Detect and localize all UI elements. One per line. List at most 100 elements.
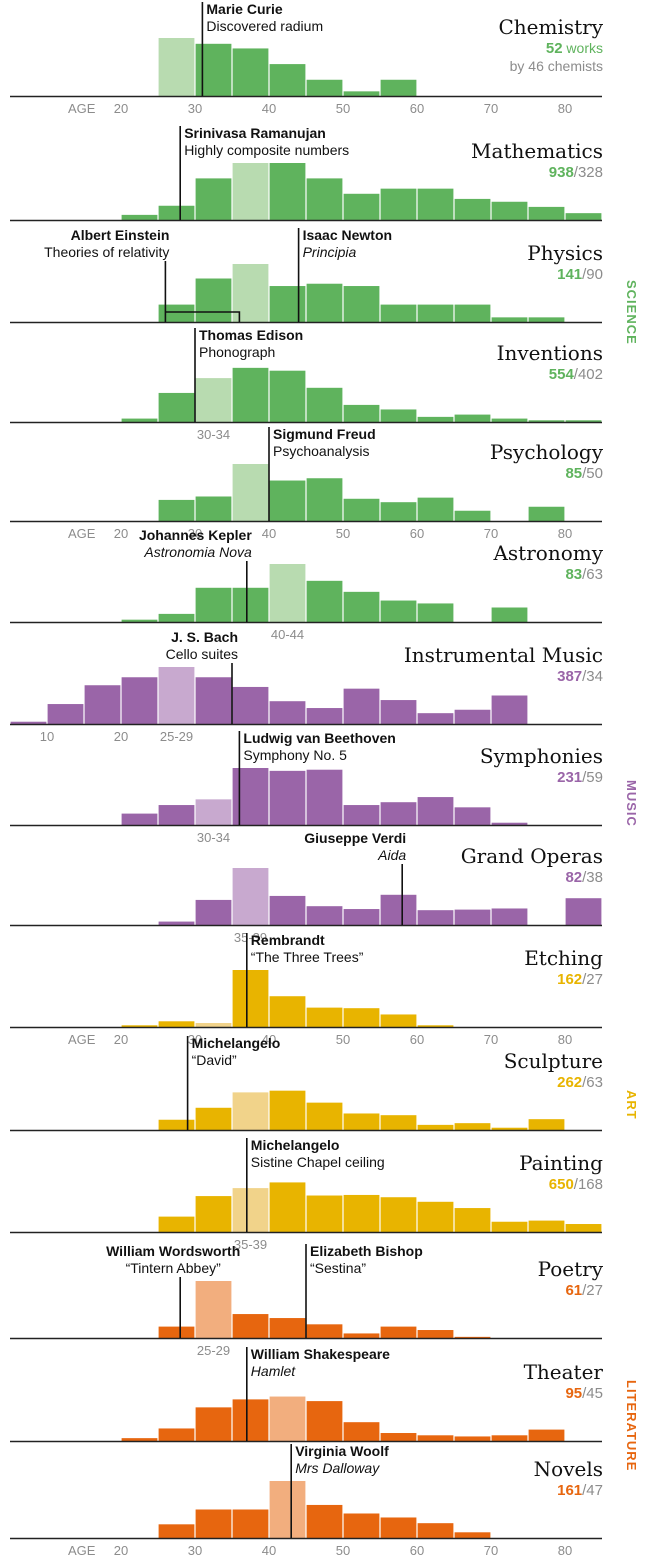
field-title-grand-operas: Grand Operas (461, 844, 603, 868)
tick-label-chemistry-30: 30 (188, 101, 202, 116)
panel-psychology: AGE 20 30 40 50 60 70 80 Sigmund FreudPsychoanal… (10, 426, 604, 541)
bar-novels-35 (232, 1509, 269, 1538)
tick-label-psychology-50: 50 (336, 526, 350, 541)
annotation-name-elizabeth-bishop: Elizabeth Bishop (310, 1243, 423, 1259)
range-label-astronomy: 40-44 (271, 627, 304, 642)
bar-painting-65 (454, 1208, 491, 1232)
bar-instrumental-music-65 (454, 709, 491, 724)
field-title-psychology: Psychology (490, 440, 604, 464)
annotation-work-srinivasa-ramanujan: Highly composite numbers (184, 142, 349, 158)
bar-inventions-30 (195, 378, 232, 422)
bar-sculpture-45 (306, 1102, 343, 1130)
bar-painting-55 (380, 1197, 417, 1232)
bar-theater-55 (380, 1433, 417, 1441)
bar-chemistry-25 (158, 38, 195, 96)
works-count-psychology: 85 (565, 465, 582, 482)
bar-poetry-30 (195, 1281, 232, 1338)
people-count-symphonies: /59 (582, 769, 603, 786)
works-count-painting: 650 (549, 1176, 574, 1193)
bar-novels-60 (417, 1523, 454, 1538)
bar-chemistry-40 (269, 64, 306, 96)
field-counts-physics: 141/90 (557, 266, 603, 283)
annotation-name-thomas-edison: Thomas Edison (199, 327, 303, 343)
bar-painting-80 (565, 1224, 602, 1232)
annotation-work-sigmund-freud: Psychoanalysis (273, 443, 370, 459)
bar-instrumental-music-50 (343, 688, 380, 724)
bar-painting-70 (491, 1221, 528, 1232)
field-title-symphonies: Symphonies (480, 744, 603, 768)
bar-theater-25 (158, 1428, 195, 1441)
bar-poetry-45 (306, 1324, 343, 1338)
annotation-name-ludwig-van-beethoven: Ludwig van Beethoven (243, 730, 395, 746)
bar-sculpture-60 (417, 1124, 454, 1130)
bar-inventions-75 (528, 420, 565, 422)
bar-mathematics-70 (491, 201, 528, 220)
bar-theater-60 (417, 1435, 454, 1441)
bar-poetry-55 (380, 1326, 417, 1338)
bar-mathematics-45 (306, 178, 343, 220)
bar-novels-25 (158, 1524, 195, 1538)
bar-painting-25 (158, 1216, 195, 1232)
tick-label-etching-50: 50 (336, 1032, 350, 1047)
people-count-chemistry: by 46 chemists (510, 58, 603, 74)
bar-poetry-50 (343, 1333, 380, 1338)
people-count-astronomy: /63 (582, 566, 603, 583)
bar-inventions-65 (454, 414, 491, 422)
bar-instrumental-music-10 (47, 704, 84, 724)
bar-astronomy-25 (158, 613, 195, 622)
bar-mathematics-20 (121, 214, 158, 220)
bar-theater-30 (195, 1407, 232, 1441)
range-label-grand-operas: 35-39 (234, 930, 267, 945)
bar-mathematics-55 (380, 188, 417, 220)
works-count-symphonies: 231 (557, 769, 582, 786)
works-count-physics: 141 (557, 266, 582, 283)
bracket-physics (165, 311, 241, 322)
bar-symphonies-60 (417, 797, 454, 825)
tick-label-etching-70: 70 (484, 1032, 498, 1047)
bar-etching-20 (121, 1025, 158, 1027)
tick-label-psychology-30: 30 (188, 526, 202, 541)
field-counts-novels: 161/47 (557, 1482, 603, 1499)
bar-psychology-65 (454, 510, 491, 521)
annotation-work-virginia-woolf: Mrs Dalloway (295, 1460, 380, 1476)
bar-sculpture-50 (343, 1113, 380, 1130)
works-count-astronomy: 83 (565, 566, 582, 583)
tick-label-chemistry-60: 60 (410, 101, 424, 116)
side-label-art: ART (624, 1090, 639, 1120)
bar-astronomy-30 (195, 587, 232, 622)
annotation-work-marie-curie: Discovered radium (206, 18, 323, 34)
bar-painting-35 (232, 1188, 269, 1232)
field-title-theater: Theater (524, 1360, 604, 1384)
bar-sculpture-25 (158, 1119, 195, 1130)
bar-etching-30 (195, 1023, 232, 1027)
bar-symphonies-65 (454, 807, 491, 825)
bar-sculpture-30 (195, 1107, 232, 1130)
bar-novels-55 (380, 1517, 417, 1538)
tick-label-novels-50: 50 (336, 1543, 350, 1558)
range-label-painting: 35-39 (234, 1237, 267, 1252)
tick-label-etching-80: 80 (558, 1032, 572, 1047)
age-axis-label: AGE (68, 526, 96, 541)
bar-chemistry-45 (306, 79, 343, 96)
tick-label-novels-80: 80 (558, 1543, 572, 1558)
annotation-name-johannes-kepler: Johannes Kepler (139, 527, 252, 543)
people-count-etching: /27 (582, 971, 603, 988)
works-count-chemistry: 52 (546, 40, 563, 57)
people-count-painting: /168 (574, 1176, 603, 1193)
bar-theater-35 (232, 1399, 269, 1441)
people-count-sculpture: /63 (582, 1074, 603, 1091)
annotation-name-marie-curie: Marie Curie (206, 1, 282, 17)
field-title-poetry: Poetry (538, 1257, 604, 1281)
bar-novels-50 (343, 1513, 380, 1538)
field-title-physics: Physics (527, 241, 603, 265)
bar-inventions-50 (343, 404, 380, 422)
bar-grand-operas-70 (491, 908, 528, 925)
bar-painting-30 (195, 1196, 232, 1232)
annotation-name-virginia-woolf: Virginia Woolf (295, 1443, 389, 1459)
annotation-work-j-s-bach: Cello suites (166, 646, 238, 662)
bar-etching-35 (232, 970, 269, 1027)
